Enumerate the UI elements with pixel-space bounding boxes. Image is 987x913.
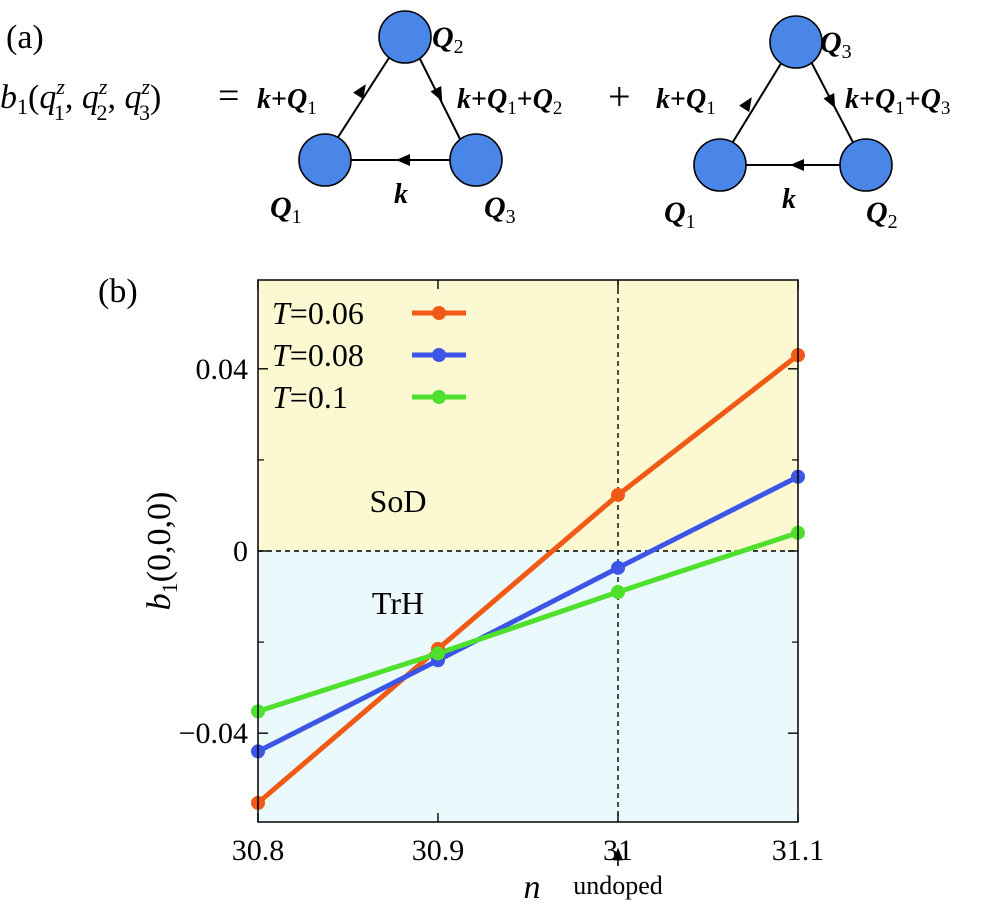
vertex-node bbox=[693, 138, 747, 192]
arrow-icon bbox=[823, 93, 836, 109]
legend-label: T=0.08 bbox=[272, 337, 364, 373]
panel-a-label: (a) bbox=[6, 19, 44, 56]
region-sod bbox=[258, 280, 798, 551]
series-line-T=0.08 bbox=[256, 474, 800, 754]
x-tick-label: 31.1 bbox=[772, 834, 825, 867]
propagator-label-left: k+Q1 bbox=[656, 84, 716, 119]
propagator-label-right: k+Q1+Q3 bbox=[845, 84, 950, 119]
panel-b-label: (b) bbox=[98, 273, 138, 310]
data-point bbox=[611, 560, 625, 575]
legend-marker bbox=[432, 306, 446, 320]
vertex-label-top: Q3 bbox=[820, 26, 852, 63]
y-axis-label: b1(0,0,0) bbox=[141, 492, 182, 611]
region-label-trh: TrH bbox=[372, 585, 424, 621]
vertex-label-left: Q1 bbox=[270, 191, 302, 228]
vertex-label-right: Q2 bbox=[866, 196, 898, 233]
vertex-node bbox=[449, 133, 503, 187]
region-trh bbox=[258, 551, 798, 822]
arrow-icon bbox=[739, 97, 752, 113]
legend-label: T=0.1 bbox=[272, 379, 348, 415]
vertex-node bbox=[769, 15, 823, 69]
vertex-label-right: Q3 bbox=[484, 191, 516, 228]
arrow-icon bbox=[396, 154, 410, 166]
undoped-annotation: undoped bbox=[573, 871, 663, 900]
series-line-T=0.1 bbox=[257, 530, 799, 714]
propagator-label-right: k+Q1+Q2 bbox=[457, 84, 562, 119]
legend-marker bbox=[432, 390, 446, 404]
propagator-label-bottom: k bbox=[782, 184, 796, 215]
arrow-icon bbox=[430, 86, 443, 102]
legend-marker bbox=[432, 348, 446, 362]
data-point bbox=[611, 487, 625, 502]
x-axis-label: n bbox=[524, 869, 541, 906]
vertex-node bbox=[298, 133, 352, 187]
x-tick-label: 30.9 bbox=[412, 834, 465, 867]
data-point bbox=[611, 584, 625, 599]
vertex-node bbox=[839, 138, 893, 192]
arrow-icon bbox=[353, 84, 366, 100]
x-tick-label: 30.8 bbox=[232, 834, 285, 867]
y-tick-label: 0.04 bbox=[196, 353, 249, 386]
feynman-diagram-1: Q2 Q1 Q3 k+Q1 k+Q1+Q2 k bbox=[257, 10, 562, 228]
vertex-label-left: Q1 bbox=[664, 196, 696, 233]
y-tick-label: 0 bbox=[233, 535, 248, 568]
series-line-T=0.06 bbox=[256, 353, 800, 805]
panel-a: (a) b1(qz 1, qz 2, qz 3) = + Q2 Q1 Q3 k+Q1 … bbox=[0, 10, 950, 233]
region-label-sod: SoD bbox=[370, 483, 427, 519]
vertex-node bbox=[378, 10, 432, 64]
lhs-expression: b1(qz 1, qz 2, qz 3) bbox=[0, 74, 161, 125]
data-point bbox=[431, 646, 445, 661]
arrow-icon bbox=[790, 159, 804, 171]
feynman-diagram-2: Q3 Q1 Q2 k+Q1 k+Q1+Q3 k bbox=[656, 15, 950, 233]
propagator-label-left: k+Q1 bbox=[257, 84, 317, 119]
y-tick-label: −0.04 bbox=[179, 717, 248, 750]
equals-sign: = bbox=[218, 75, 239, 117]
vertex-label-top: Q2 bbox=[432, 21, 464, 58]
propagator-label-bottom: k bbox=[394, 179, 408, 210]
legend-label: T=0.06 bbox=[272, 295, 364, 331]
plus-sign: + bbox=[608, 74, 631, 119]
